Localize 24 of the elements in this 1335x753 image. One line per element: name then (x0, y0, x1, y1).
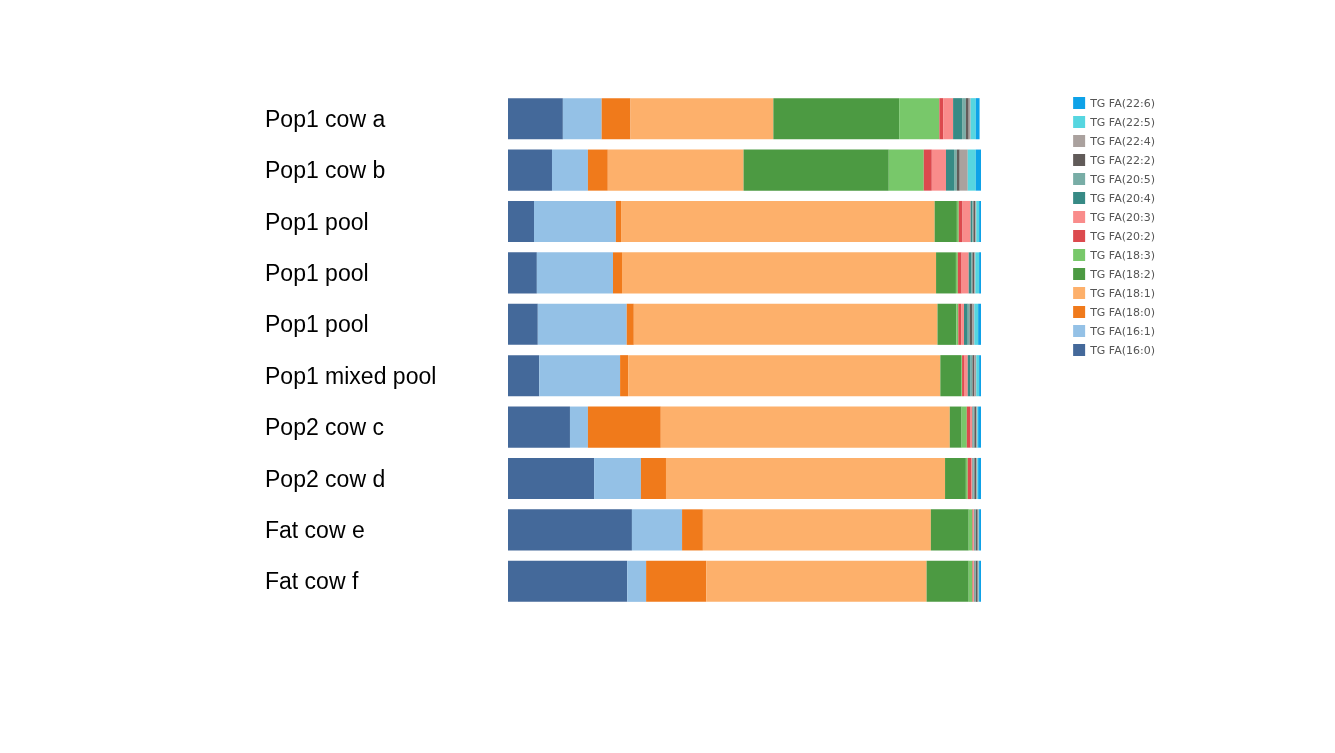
y-tick-label: Pop1 cow a (265, 105, 386, 132)
y-tick-label: Pop1 pool (265, 208, 369, 235)
y-tick-label: Fat cow f (265, 568, 359, 595)
y-tick-label: Pop1 pool (265, 311, 369, 338)
legend-label: TG FA(18:2) (1089, 267, 1156, 281)
y-tick-label: Pop2 cow d (265, 465, 386, 492)
legend-label: TG FA(22:6) (1089, 96, 1156, 110)
y-tick-label: Pop1 cow b (265, 157, 386, 184)
legend-label: TG FA(16:1) (1089, 324, 1156, 338)
legend-label: TG FA(18:0) (1089, 305, 1156, 319)
y-tick-label: Pop1 pool (265, 259, 369, 286)
legend-label: TG FA(18:3) (1089, 248, 1156, 262)
legend-label: TG FA(20:3) (1089, 210, 1156, 224)
legend-label: TG FA(20:4) (1089, 191, 1156, 205)
legend-label: TG FA(22:5) (1089, 115, 1156, 129)
legend-label: TG FA(18:1) (1089, 286, 1156, 300)
y-tick-label: Fat cow e (265, 516, 365, 543)
legend-label: TG FA(20:5) (1089, 172, 1156, 186)
legend-label: TG FA(22:4) (1089, 134, 1156, 148)
legend-label: TG FA(22:2) (1089, 153, 1156, 167)
y-tick-label: Pop2 cow c (265, 414, 384, 441)
legend-label: TG FA(20:2) (1089, 229, 1156, 243)
y-tick-label: Pop1 mixed pool (265, 362, 437, 389)
legend-label: TG FA(16:0) (1089, 343, 1156, 357)
